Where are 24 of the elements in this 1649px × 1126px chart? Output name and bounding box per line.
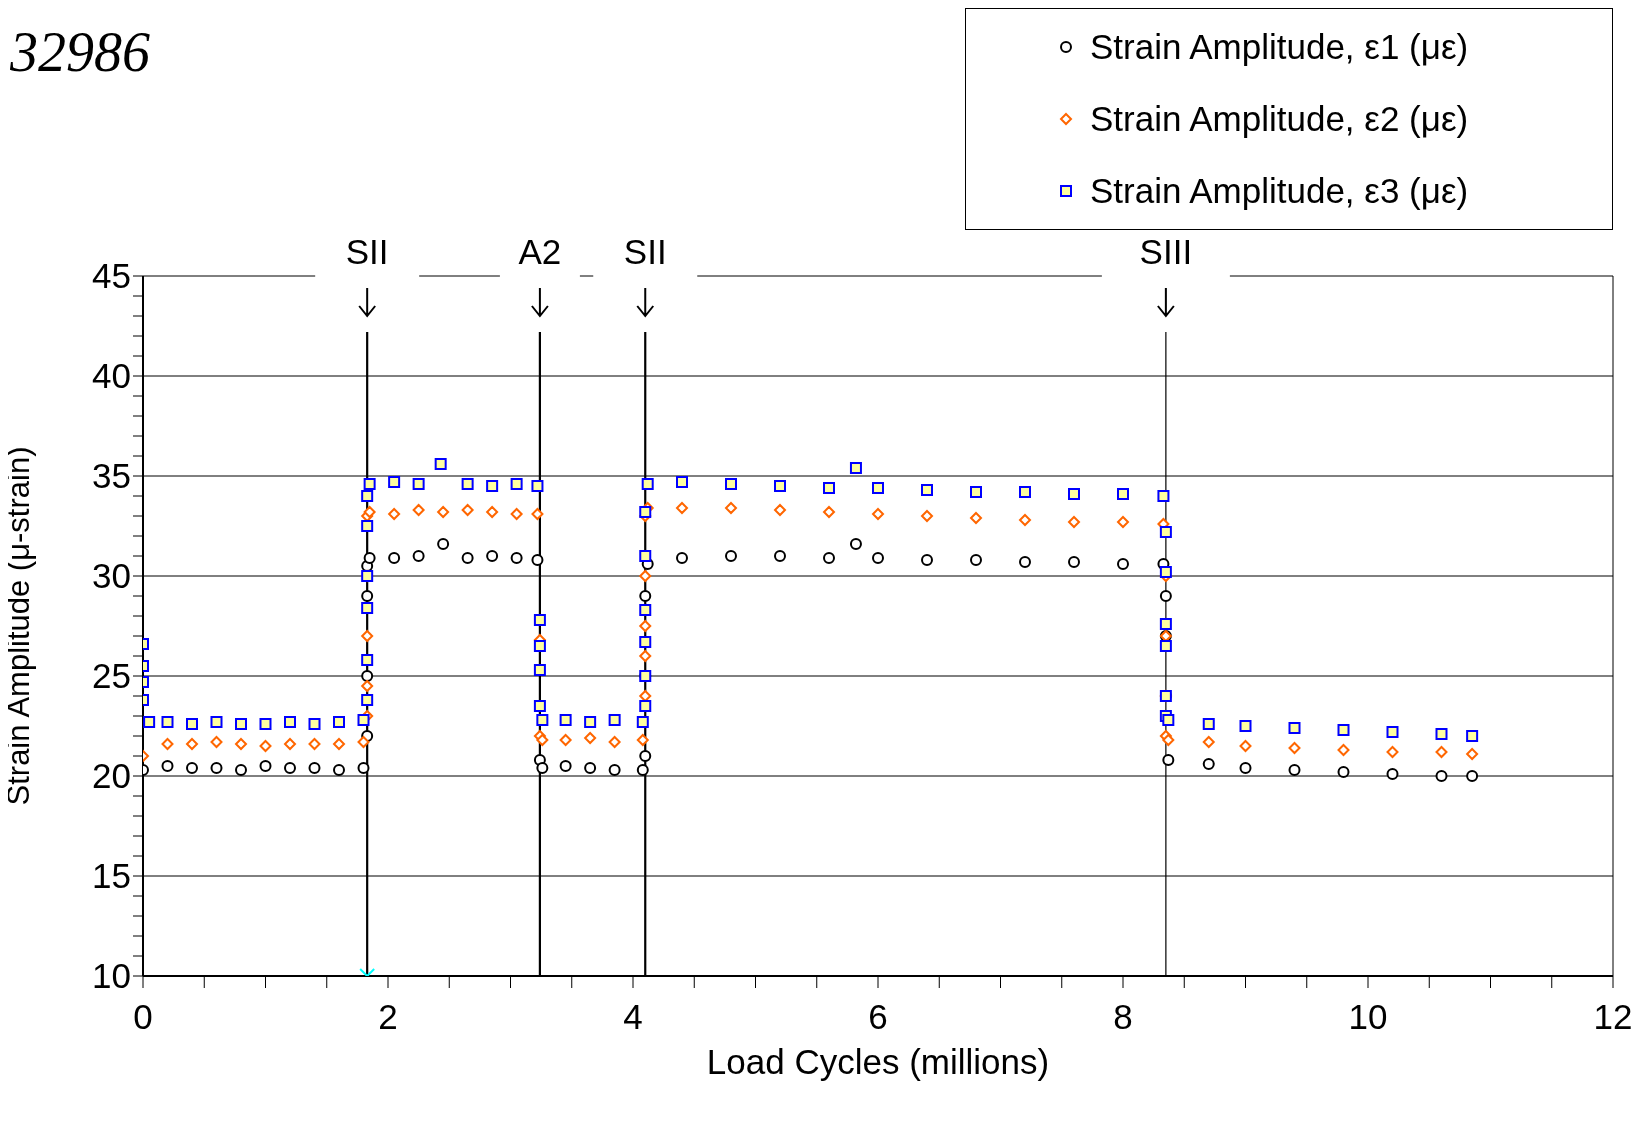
x-tick-label: 12	[1593, 996, 1633, 1036]
y-tick-label: 40	[92, 356, 131, 396]
legend-label: Strain Amplitude, ε2 (με)	[1090, 99, 1469, 139]
y-tick-label: 15	[92, 856, 131, 896]
y-tick-label: 20	[92, 756, 131, 796]
ref-line-label: SIII	[1139, 232, 1193, 271]
ref-line-label: A2	[518, 232, 562, 271]
y-tick-label: 45	[92, 256, 131, 296]
y-tick-label: 10	[92, 956, 131, 996]
y-tick-label: 35	[92, 456, 131, 496]
y-tick-label: 30	[92, 556, 131, 596]
text: 32986	[10, 20, 150, 84]
legend-label: Strain Amplitude, ε3 (με)	[1090, 171, 1469, 211]
x-tick-label: 4	[623, 996, 643, 1036]
x-axis-title: Load Cycles (millions)	[706, 1042, 1050, 1081]
legend-label: Strain Amplitude, ε1 (με)	[1090, 27, 1469, 67]
y-tick-label: 25	[92, 656, 131, 696]
ref-line-label: SII	[623, 232, 667, 271]
x-tick-label: 6	[868, 996, 888, 1036]
ref-line-label: SII	[345, 232, 389, 271]
x-tick-label: 8	[1113, 996, 1133, 1036]
x-tick-label: 2	[378, 996, 398, 1036]
x-tick-label: 0	[133, 996, 153, 1036]
x-tick-label: 10	[1348, 996, 1388, 1036]
